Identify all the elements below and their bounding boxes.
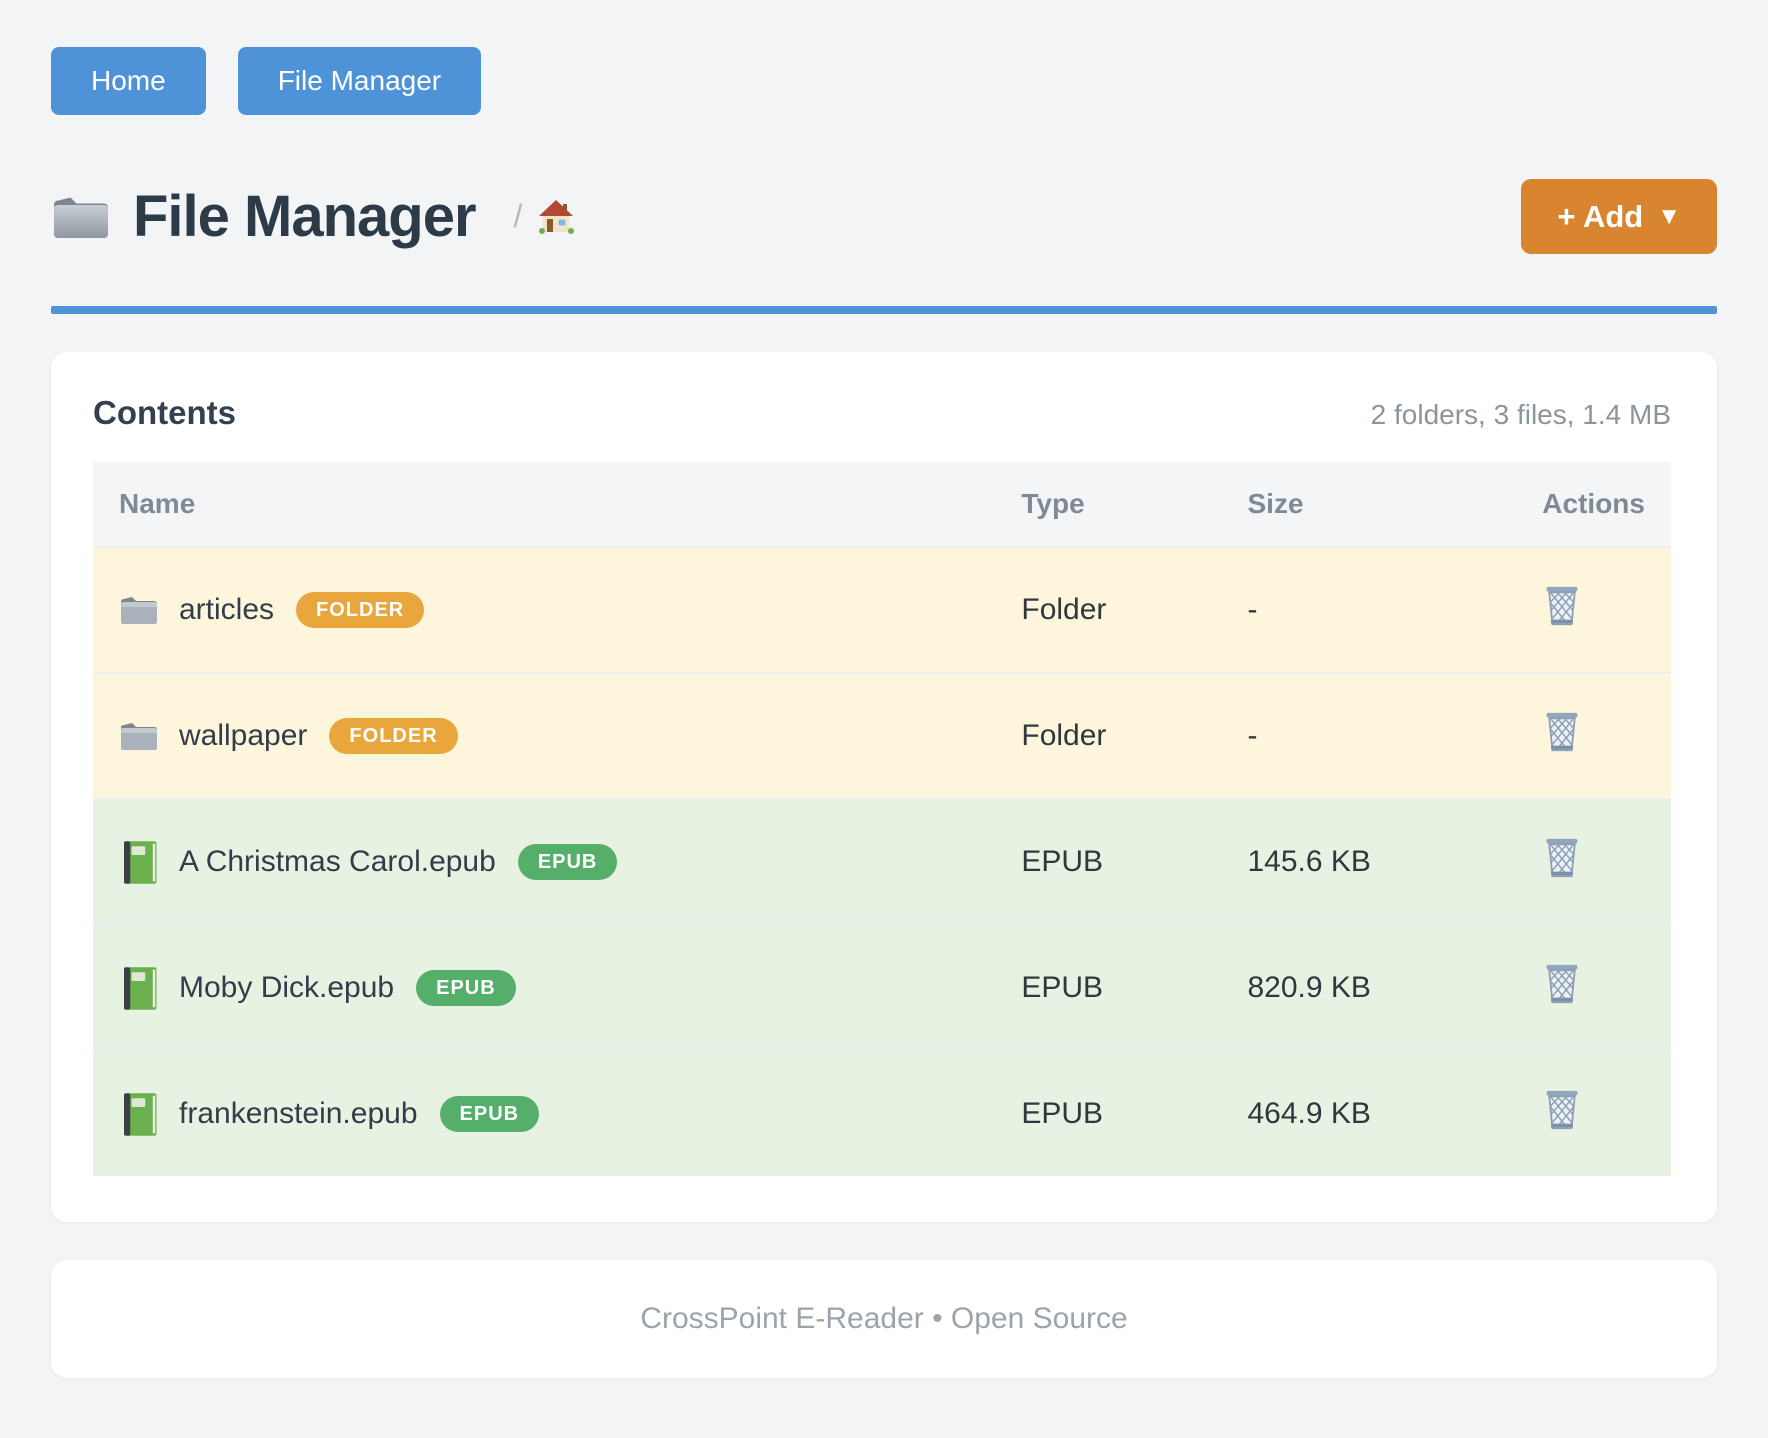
delete-button[interactable] — [1542, 710, 1582, 754]
page-title: File Manager — [133, 184, 477, 249]
file-manager-button[interactable]: File Manager — [237, 47, 482, 115]
table-row: A Christmas Carol.epub EPUB EPUB 145.6 KB — [93, 799, 1671, 925]
top-nav: Home File Manager — [51, 47, 1717, 115]
home-button[interactable]: Home — [51, 47, 206, 115]
size-cell: - — [1247, 593, 1258, 626]
name-cell: articles FOLDER — [119, 591, 969, 629]
table-row: wallpaper FOLDER Folder - — [93, 673, 1671, 799]
contents-header: Contents 2 folders, 3 files, 1.4 MB — [93, 394, 1671, 432]
actions-cell — [1516, 547, 1671, 673]
name-cell: Moby Dick.epub EPUB — [119, 966, 969, 1010]
delete-button[interactable] — [1542, 836, 1582, 880]
column-header-actions: Actions — [1516, 462, 1671, 547]
breadcrumb-separator: / — [513, 198, 523, 234]
type-badge: FOLDER — [296, 592, 425, 628]
table-header-row: Name Type Size Actions — [93, 462, 1671, 547]
type-cell: EPUB — [1021, 845, 1104, 878]
contents-summary: 2 folders, 3 files, 1.4 MB — [1370, 399, 1671, 430]
actions-cell — [1516, 673, 1671, 799]
table-row: articles FOLDER Folder - — [93, 547, 1671, 673]
type-cell: Folder — [1021, 719, 1107, 752]
type-cell: EPUB — [1021, 1097, 1104, 1130]
size-cell: 820.9 KB — [1247, 971, 1371, 1004]
page-title-group: File Manager / — [51, 183, 576, 250]
add-button[interactable]: + Add ▼ — [1521, 179, 1717, 254]
type-badge: FOLDER — [329, 718, 458, 754]
table-row: frankenstein.epub EPUB EPUB 464.9 KB — [93, 1051, 1671, 1176]
table-row: Moby Dick.epub EPUB EPUB 820.9 KB — [93, 925, 1671, 1051]
contents-title: Contents — [93, 394, 236, 431]
type-badge: EPUB — [517, 844, 618, 880]
trash-icon — [1542, 1090, 1582, 1135]
book-icon — [119, 1092, 159, 1136]
title-divider — [51, 306, 1717, 314]
type-cell: EPUB — [1021, 971, 1104, 1004]
caret-down-icon: ▼ — [1657, 202, 1681, 230]
delete-button[interactable] — [1542, 962, 1582, 1006]
delete-button[interactable] — [1542, 584, 1582, 628]
actions-cell — [1516, 1051, 1671, 1176]
size-cell: 464.9 KB — [1247, 1097, 1371, 1130]
folder-icon — [51, 191, 111, 243]
actions-cell — [1516, 925, 1671, 1051]
footer: CrossPoint E-Reader • Open Source — [51, 1260, 1717, 1378]
trash-icon — [1542, 838, 1582, 883]
delete-button[interactable] — [1542, 1088, 1582, 1132]
book-icon — [119, 840, 159, 884]
contents-card: Contents 2 folders, 3 files, 1.4 MB Name… — [51, 352, 1717, 1222]
item-name-link[interactable]: A Christmas Carol.epub — [179, 845, 496, 878]
size-cell: 145.6 KB — [1247, 845, 1371, 878]
table-body: articles FOLDER Folder - wallpaper FOLDER Fold… — [93, 547, 1671, 1176]
item-name-link[interactable]: wallpaper — [179, 719, 308, 752]
type-cell: Folder — [1021, 593, 1107, 626]
house-icon[interactable] — [536, 197, 576, 237]
folder-icon — [119, 591, 159, 629]
item-name-link[interactable]: Moby Dick.epub — [179, 971, 395, 1004]
size-cell: - — [1247, 719, 1258, 752]
name-cell: wallpaper FOLDER — [119, 717, 969, 755]
actions-cell — [1516, 799, 1671, 925]
item-name-link[interactable]: frankenstein.epub — [179, 1097, 418, 1130]
folder-icon — [119, 717, 159, 755]
column-header-size: Size — [1221, 462, 1517, 547]
breadcrumb: / — [514, 197, 577, 237]
name-cell: A Christmas Carol.epub EPUB — [119, 840, 969, 884]
type-badge: EPUB — [439, 1096, 540, 1132]
footer-text: CrossPoint E-Reader • Open Source — [640, 1302, 1128, 1335]
book-icon — [119, 966, 159, 1010]
trash-icon — [1542, 964, 1582, 1009]
item-name-link[interactable]: articles — [179, 593, 275, 626]
add-button-label: + Add — [1557, 199, 1644, 234]
files-table: Name Type Size Actions articles FOLDER Fol… — [93, 462, 1671, 1176]
trash-icon — [1542, 586, 1582, 631]
page-header: File Manager / + Add ▼ — [51, 179, 1717, 254]
column-header-name: Name — [93, 462, 996, 547]
column-header-type: Type — [995, 462, 1222, 547]
type-badge: EPUB — [416, 970, 516, 1006]
trash-icon — [1542, 712, 1582, 757]
name-cell: frankenstein.epub EPUB — [119, 1092, 969, 1136]
